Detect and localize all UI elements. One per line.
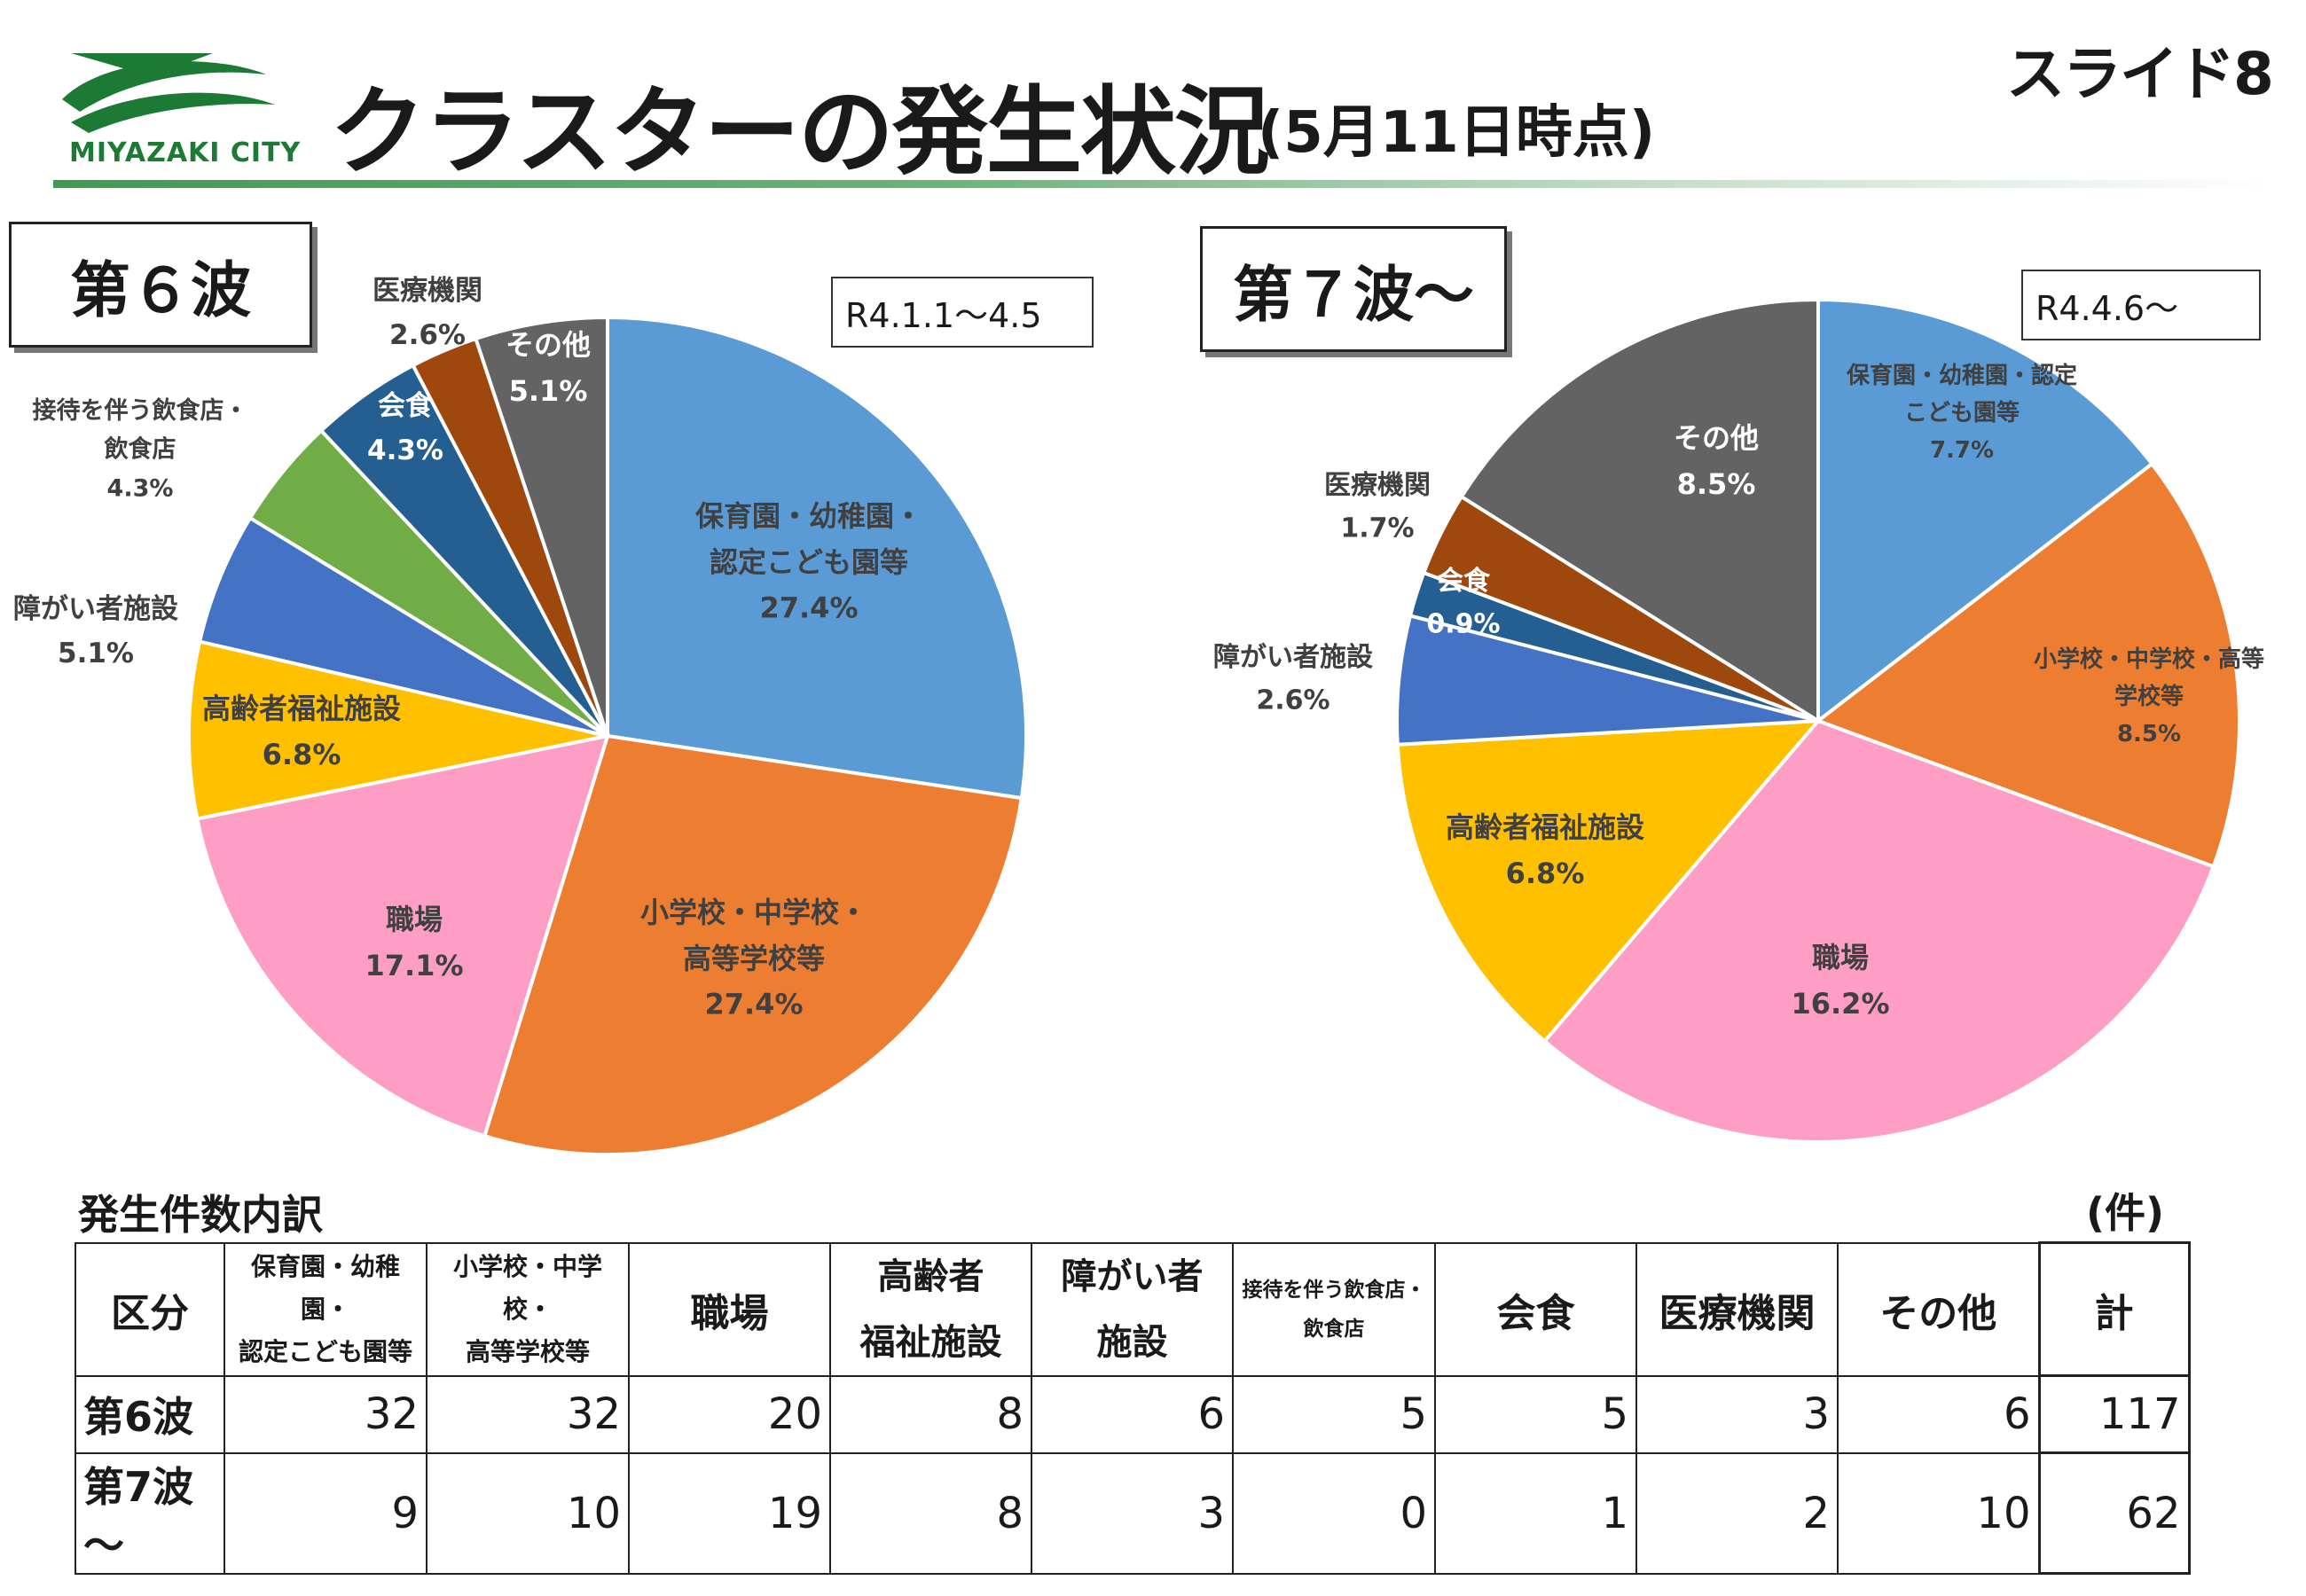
header-medical: 医療機関: [1635, 1241, 1839, 1377]
wave6-title: 第６波: [9, 222, 312, 348]
header-line: 高齢者: [877, 1256, 984, 1297]
miyazaki-city-logo: [62, 53, 275, 133]
pie-slice: [197, 515, 609, 738]
header-line: 医療機関: [1659, 1290, 1816, 1336]
pie-slice: [606, 315, 1028, 801]
slice-label: 接待を伴う飲食店・飲食店 4.3%: [33, 396, 248, 502]
header-dining: 会食: [1434, 1241, 1637, 1377]
table-cell: 3: [1635, 1374, 1839, 1454]
table-cell: 1: [1434, 1451, 1637, 1575]
header-schools: 小学校・中学校・高等学校等: [426, 1241, 630, 1377]
header-line: 障がい者: [1061, 1256, 1204, 1297]
table-cell: 9: [224, 1451, 427, 1575]
wave7-title: 第７波～: [1200, 226, 1507, 352]
table-cell: 2: [1635, 1451, 1839, 1575]
table-cell: 6: [1031, 1374, 1234, 1454]
table-cell-total: 62: [2037, 1451, 2191, 1575]
pie-slice: [187, 639, 608, 821]
table-row: 第7波～ 9 10 19 8 3 0 1 2 10 62: [75, 1451, 2191, 1575]
slice-label: 職場 16.2%: [1791, 941, 1889, 1021]
pie-slice: [1814, 461, 2241, 869]
pie-slice: [1816, 297, 2155, 725]
header-workplace: 職場: [628, 1241, 831, 1377]
header-disability-facility: 障がい者 施設: [1031, 1241, 1234, 1377]
pie-slice: [1541, 718, 2216, 1144]
pie-slice: [1395, 718, 1823, 1044]
table-cell: 5: [1434, 1374, 1637, 1454]
pie-slice: [194, 733, 610, 1138]
slice-label: 障がい者施設 5.1%: [13, 593, 178, 669]
table-cell: 20: [628, 1374, 831, 1454]
table-cell: 3: [1031, 1451, 1234, 1575]
slice-label: 高齢者福祉施設 6.8%: [202, 692, 401, 771]
table-header-row: 区分 保育園・幼稚園・認定こども園等 小学校・中学校・高等学校等 職場 高齢者福…: [75, 1241, 2191, 1377]
header-line: 福祉施設: [859, 1321, 1002, 1363]
table-cell: 0: [1232, 1451, 1436, 1575]
header-line: 計: [2094, 1290, 2134, 1336]
table-title: 発生件数内訳: [78, 1191, 323, 1239]
pie-slice: [1395, 613, 1819, 747]
header-line: 認定こども園等: [238, 1336, 412, 1366]
breakdown-table: 区分 保育園・幼稚園・認定こども園等 小学校・中学校・高等学校等 職場 高齢者福…: [75, 1241, 2191, 1575]
pie-slice: [1459, 297, 1820, 724]
table-cell: 5: [1232, 1374, 1436, 1454]
page-subtitle: (5月11日時点): [1258, 100, 1656, 166]
row-label: 第6波: [75, 1374, 225, 1454]
header-total: 計: [2037, 1241, 2191, 1377]
header-line: 会食: [1496, 1290, 1575, 1336]
table-cell: 10: [426, 1451, 630, 1575]
slide-number: スライド8: [2006, 40, 2274, 108]
header-category: 区分: [75, 1241, 225, 1377]
header-line: 小学校・中学校・: [452, 1251, 602, 1324]
header-line: 接待を伴う飲食店・: [1242, 1278, 1426, 1302]
slice-label: 会食 4.3%: [367, 390, 443, 466]
slice-label: 職場 17.1%: [365, 903, 463, 982]
pie-chart-wave6: 保育園・幼稚園・認定こども園等 27.4% 小学校・中学校・高等学校等 27.4% 職場…: [13, 275, 1028, 1156]
slice-label: 会食 0.9%: [1426, 566, 1500, 640]
table-row: 第6波 32 32 20 8 6 5 5 3 6 117: [75, 1374, 2191, 1454]
slice-label: その他 5.1%: [506, 328, 591, 408]
table-cell-total: 117: [2037, 1374, 2191, 1454]
wave7-period: R4.4.6～: [2021, 270, 2261, 340]
header-line: 施設: [1096, 1321, 1168, 1363]
table-unit: (件): [2086, 1189, 2165, 1237]
slice-label: 保育園・幼稚園・認定こども園等 27.4%: [695, 499, 922, 625]
header-line: 飲食店: [1303, 1317, 1365, 1341]
table-cell: 8: [829, 1374, 1032, 1454]
table-cell: 32: [426, 1374, 630, 1454]
table-cell: 19: [628, 1451, 831, 1575]
pie-slice: [482, 733, 1024, 1156]
header-restaurants: 接待を伴う飲食店・ 飲食店: [1232, 1241, 1436, 1377]
slice-label: その他 8.5%: [1674, 421, 1759, 501]
row-label: 第7波～: [75, 1451, 225, 1575]
table-cell: 10: [1837, 1451, 2040, 1575]
header-line: その他: [1879, 1290, 1997, 1336]
header-other: その他: [1837, 1241, 2040, 1377]
header-line: 高等学校等: [465, 1336, 590, 1366]
pie-charts: 保育園・幼稚園・認定こども園等 27.4% 小学校・中学校・高等学校等 27.4% 職場…: [13, 275, 2264, 1156]
slice-label: 医療機関 1.7%: [1324, 470, 1431, 544]
title-divider: [53, 180, 2271, 188]
slice-label: 医療機関 2.6%: [373, 275, 482, 351]
header-elderly-facility: 高齢者 福祉施設: [829, 1241, 1032, 1377]
pie-chart-wave7: 保育園・幼稚園・認定こども園等 7.7% 小学校・中学校・高等学校等 8.5% 職場 16…: [1213, 297, 2264, 1144]
slice-label: 小学校・中学校・高等学校等 8.5%: [2034, 645, 2264, 747]
header-line: 区分: [111, 1290, 189, 1336]
table-cell: 6: [1837, 1374, 2040, 1454]
table-cell: 8: [829, 1451, 1032, 1575]
slice-label: 障がい者施設 2.6%: [1213, 642, 1373, 716]
page-title: クラスターの発生状況: [330, 77, 1270, 188]
slice-label: 保育園・幼稚園・認定こども園等 7.7%: [1846, 362, 2077, 464]
logo-text: MIYAZAKI CITY: [69, 137, 302, 168]
pie-slice: [473, 315, 609, 737]
slice-label: 小学校・中学校・高等学校等 27.4%: [640, 896, 867, 1021]
wave6-period: R4.1.1～4.5: [831, 277, 1094, 348]
header-line: 職場: [690, 1290, 769, 1336]
header-line: 保育園・幼稚園・: [250, 1251, 400, 1324]
table-cell: 32: [224, 1374, 427, 1454]
slice-label: 高齢者福祉施設 6.8%: [1446, 810, 1644, 890]
header-nursery: 保育園・幼稚園・認定こども園等: [224, 1241, 427, 1377]
